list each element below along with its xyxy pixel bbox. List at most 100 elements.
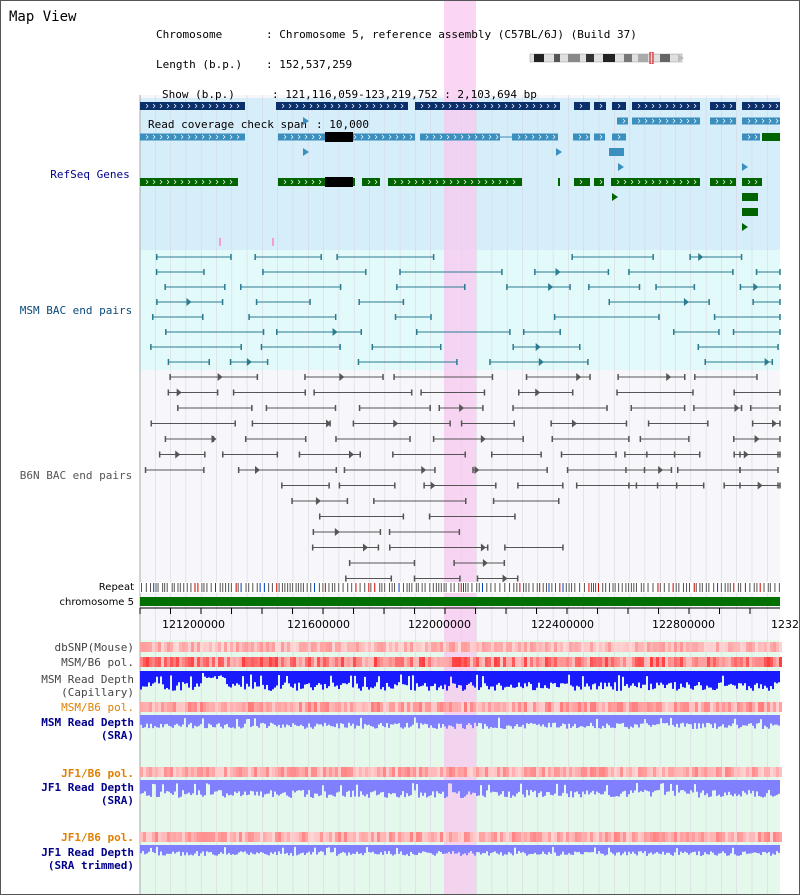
depth-bar — [330, 715, 332, 727]
strand-arrow — [304, 179, 308, 185]
heat-cell — [230, 642, 233, 652]
strand-arrow — [180, 134, 184, 140]
depth-bar — [454, 715, 456, 729]
b6n-bac-label[interactable]: B6N BAC end pairs — [19, 469, 133, 482]
depth-bar — [204, 845, 206, 856]
heat-cell — [263, 767, 266, 777]
heat-cell — [419, 657, 422, 667]
depth-bar — [728, 671, 730, 685]
strand-arrow — [173, 103, 177, 109]
heat-cell — [212, 642, 215, 652]
heat-cell — [647, 702, 650, 712]
heat-cell — [686, 657, 689, 667]
strand-arrow — [679, 103, 683, 109]
depth-bar — [516, 715, 518, 725]
heat-cell — [326, 702, 329, 712]
depth-bar — [330, 845, 332, 853]
depth-bar — [418, 845, 420, 853]
heat-cell — [563, 642, 566, 652]
strand-arrow — [222, 103, 226, 109]
depth-bar — [668, 715, 670, 726]
depth-bar — [240, 780, 242, 797]
strand-arrow — [166, 134, 170, 140]
depth-bar — [492, 715, 494, 728]
heat-cell — [719, 832, 722, 842]
depth-bar — [762, 780, 764, 798]
heat-cell — [578, 657, 581, 667]
heat-cell — [260, 642, 263, 652]
heat-cell — [200, 767, 203, 777]
depth-bar — [530, 845, 532, 854]
depth-bar — [244, 715, 246, 724]
depth-bar — [612, 715, 614, 728]
depth-bar — [412, 780, 414, 784]
depth-bar — [250, 671, 252, 675]
strand-arrow — [323, 103, 327, 109]
gene-exon — [742, 178, 762, 186]
heat-cell — [284, 702, 287, 712]
strand-arrow — [215, 103, 219, 109]
depth-bar — [646, 845, 648, 856]
heat-cell — [560, 657, 563, 667]
heat-cell — [635, 657, 638, 667]
depth-bar — [398, 845, 400, 854]
heat-cell — [158, 657, 161, 667]
depth-bar — [296, 715, 298, 726]
depth-bar — [190, 715, 192, 723]
depth-bar — [708, 780, 710, 798]
depth-bar — [536, 780, 538, 798]
heat-cell — [677, 832, 680, 842]
strand-arrow — [754, 179, 758, 185]
depth-bar — [236, 715, 238, 719]
heat-cell — [269, 767, 272, 777]
depth-bar — [730, 780, 732, 795]
refseq-genes-label[interactable]: RefSeq Genes — [50, 168, 130, 181]
heat-cell — [188, 657, 191, 667]
msm-bac-label[interactable]: MSM BAC end pairs — [19, 304, 133, 317]
heat-cell — [230, 767, 233, 777]
heat-cell — [332, 642, 335, 652]
heat-cell — [668, 767, 671, 777]
depth-bar — [698, 780, 700, 798]
repeat-mark — [194, 583, 196, 592]
heat-cell — [473, 642, 476, 652]
depth-bar — [542, 780, 544, 797]
heat-cell — [443, 767, 446, 777]
depth-bar — [536, 671, 538, 688]
heat-cell — [509, 767, 512, 777]
heat-cell — [737, 767, 740, 777]
heat-cell — [434, 702, 437, 712]
repeat-mark — [458, 583, 460, 592]
heat-cell — [167, 702, 170, 712]
depth-bar — [372, 780, 374, 792]
depth-bar — [518, 715, 520, 727]
repeat-mark — [263, 583, 265, 592]
repeat-mark — [171, 583, 173, 592]
heat-cell — [206, 832, 209, 842]
heat-cell — [611, 642, 614, 652]
depth-bar — [766, 845, 768, 854]
depth-bar — [772, 845, 774, 854]
strand-arrow — [469, 103, 473, 109]
depth-bar — [618, 780, 620, 797]
heat-cell — [335, 642, 338, 652]
repeat-mark — [295, 583, 297, 592]
heat-cell — [503, 767, 506, 777]
heat-cell — [179, 657, 182, 667]
selected-region-highlight[interactable] — [444, 0, 476, 895]
depth-bar — [602, 780, 604, 795]
heat-cell — [482, 657, 485, 667]
heat-cell — [551, 657, 554, 667]
depth-bar — [160, 715, 162, 724]
depth-bar — [556, 715, 558, 728]
heat-cell — [344, 767, 347, 777]
depth-bar — [208, 845, 210, 853]
strand-arrow — [152, 134, 156, 140]
depth-bar — [548, 780, 550, 793]
depth-bar — [688, 780, 690, 794]
chromosome-ideogram[interactable] — [528, 52, 686, 64]
depth-bar — [566, 845, 568, 855]
heat-cell — [614, 702, 617, 712]
depth-bar — [664, 845, 666, 855]
